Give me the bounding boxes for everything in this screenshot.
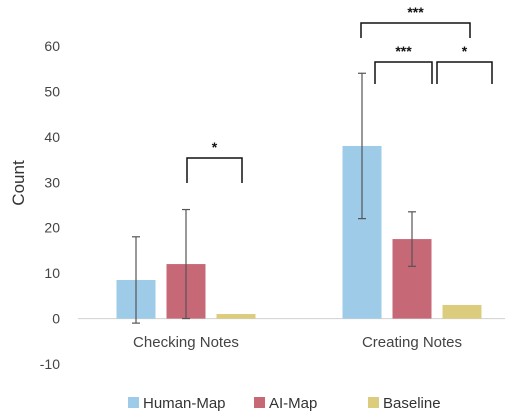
category-label: Creating Notes (362, 334, 462, 351)
y-tick-label: 10 (44, 265, 60, 281)
y-tick-label: 40 (44, 129, 60, 145)
bar-baseline-1 (442, 304, 482, 319)
y-tick-label: 60 (44, 38, 60, 54)
y-tick-label: -10 (40, 356, 60, 372)
y-axis: -10 0 10 20 30 40 50 60 Count (9, 38, 60, 372)
significance-brackets: **** **** (186, 4, 493, 183)
significance-label: *** (395, 43, 412, 59)
legend: Human-Map AI-Map Baseline (128, 395, 441, 412)
significance-label: * (212, 139, 218, 155)
legend-label-ai-map: AI-Map (269, 395, 317, 412)
legend-label-baseline: Baseline (383, 395, 441, 412)
category-label: Checking Notes (133, 334, 239, 351)
legend-label-human-map: Human-Map (143, 395, 226, 412)
y-axis-title: Count (9, 160, 28, 206)
y-tick-label: 50 (44, 83, 60, 99)
bar-baseline-0 (216, 314, 256, 319)
y-tick-label: 30 (44, 174, 60, 190)
significance-label: *** (407, 4, 424, 20)
significance-bracket (360, 22, 471, 38)
legend-swatch-ai-map (254, 397, 265, 408)
legend-swatch-baseline (368, 397, 379, 408)
category-labels: Checking Notes Creating Notes (133, 334, 462, 351)
error-bars (132, 72, 416, 324)
significance-bracket (436, 61, 493, 84)
y-tick-label: 20 (44, 220, 60, 236)
legend-swatch-human-map (128, 397, 139, 408)
significance-label: * (462, 43, 468, 59)
significance-bracket (186, 157, 243, 183)
significance-bracket (374, 61, 433, 84)
y-tick-label: 0 (52, 311, 60, 327)
bars (116, 145, 482, 319)
